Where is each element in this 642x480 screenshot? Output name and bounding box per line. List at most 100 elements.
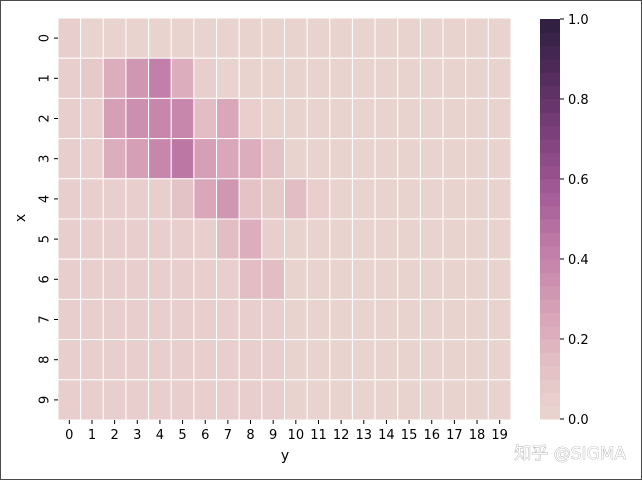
heatmap-cell (193, 178, 218, 220)
heatmap-cell (465, 218, 489, 260)
heatmap-cell (306, 57, 331, 99)
heatmap-cell (351, 97, 376, 140)
heatmap-cell (329, 97, 353, 140)
colorbar-ticks: 0.0 0.2 0.4 0.6 0.8 1.0 (560, 13, 589, 428)
colorbar-segment (540, 125, 560, 140)
colorbar-segment (540, 259, 560, 273)
heatmap-cell (261, 97, 286, 140)
heatmap-cell (442, 218, 467, 260)
heatmap-cell (487, 57, 512, 99)
heatmap-cell (261, 57, 286, 99)
heatmap-cell (57, 258, 82, 300)
x-tick-label: 4 (156, 428, 164, 443)
heatmap-cell (442, 57, 467, 99)
heatmap-cell (442, 379, 467, 421)
heatmap-cell (397, 379, 421, 421)
colorbar-tick-label: 0.4 (568, 253, 589, 268)
y-axis-ticks: 0 1 2 3 4 5 6 7 8 9 (38, 34, 58, 404)
heatmap-cell (148, 258, 172, 300)
heatmap-cell (465, 298, 489, 341)
heatmap-cell (465, 379, 489, 421)
heatmap-cell (193, 298, 218, 341)
y-tick-label: 2 (38, 114, 53, 122)
colorbar-segment (540, 285, 560, 300)
colorbar-tick-label: 0.2 (568, 333, 589, 348)
heatmap-cell (284, 17, 308, 59)
colorbar-segment (540, 339, 560, 353)
heatmap-cell (487, 17, 512, 59)
heatmap-cell (419, 298, 444, 341)
colorbar (540, 19, 560, 420)
heatmap-cell (102, 57, 127, 99)
heatmap-cell (465, 138, 489, 180)
heatmap-cell (397, 178, 421, 220)
x-tick-label: 3 (133, 428, 141, 443)
colorbar-tick-label: 0.0 (568, 413, 589, 428)
colorbar-tick-label: 1.0 (568, 13, 589, 28)
heatmap-cell (238, 339, 263, 381)
heatmap-cell (102, 97, 127, 140)
heatmap-cell (238, 138, 263, 180)
heatmap-cell (397, 218, 421, 260)
heatmap-cell (170, 379, 195, 421)
x-tick-label: 15 (401, 428, 418, 443)
heatmap-cell (261, 339, 286, 381)
heatmap-cell (238, 258, 263, 300)
heatmap-cell (284, 97, 308, 140)
heatmap-cell (238, 298, 263, 341)
heatmap-cell (261, 178, 286, 220)
heatmap-cell (57, 17, 82, 59)
heatmap-cell (193, 339, 218, 381)
heatmap-cell (216, 97, 240, 140)
heatmap-cell (465, 97, 489, 140)
heatmap-cell (397, 57, 421, 99)
heatmap-cell (170, 218, 195, 260)
heatmap-cell (193, 97, 218, 140)
heatmap-cell (170, 17, 195, 59)
heatmap-cell (170, 178, 195, 220)
colorbar-segment (540, 219, 560, 233)
y-tick-label: 4 (38, 195, 53, 203)
heatmap-cell (238, 97, 263, 140)
x-tick-label: 16 (423, 428, 440, 443)
heatmap-cell (125, 97, 150, 140)
heatmap-cell (487, 138, 512, 180)
colorbar-segment (540, 352, 560, 367)
heatmap-cell (374, 339, 399, 381)
heatmap-cell (102, 298, 127, 341)
heatmap-cell (465, 339, 489, 381)
heatmap-cell (442, 258, 467, 300)
heatmap-cell (329, 138, 353, 180)
heatmap-cell (306, 138, 331, 180)
colorbar-segment (540, 179, 560, 193)
heatmap-cell (57, 138, 82, 180)
y-tick-label: 0 (38, 34, 53, 42)
colorbar-segment (540, 205, 560, 220)
heatmap-cell (57, 298, 82, 341)
heatmap-cell (351, 218, 376, 260)
y-tick-label: 3 (38, 155, 53, 163)
colorbar-segment (540, 19, 560, 33)
heatmap-cell (329, 258, 353, 300)
heatmap-cell (261, 298, 286, 341)
heatmap-cell (148, 57, 172, 99)
heatmap-cell (193, 258, 218, 300)
heatmap-cell (465, 178, 489, 220)
heatmap-cell (216, 138, 240, 180)
heatmap-cell (442, 298, 467, 341)
heatmap-cell (351, 258, 376, 300)
heatmap-cell (284, 339, 308, 381)
heatmap-cell (306, 258, 331, 300)
heatmap-cell (374, 57, 399, 99)
heatmap-cell (125, 57, 150, 99)
heatmap-cell (306, 97, 331, 140)
heatmap-cell (148, 178, 172, 220)
heatmap-cell (125, 379, 150, 421)
heatmap-cell (193, 57, 218, 99)
heatmap-cell (193, 17, 218, 59)
heatmap-cell (442, 339, 467, 381)
heatmap-cell (487, 97, 512, 140)
colorbar-segment (540, 232, 560, 247)
y-tick-label: 9 (38, 396, 53, 404)
heatmap-cell (57, 178, 82, 220)
